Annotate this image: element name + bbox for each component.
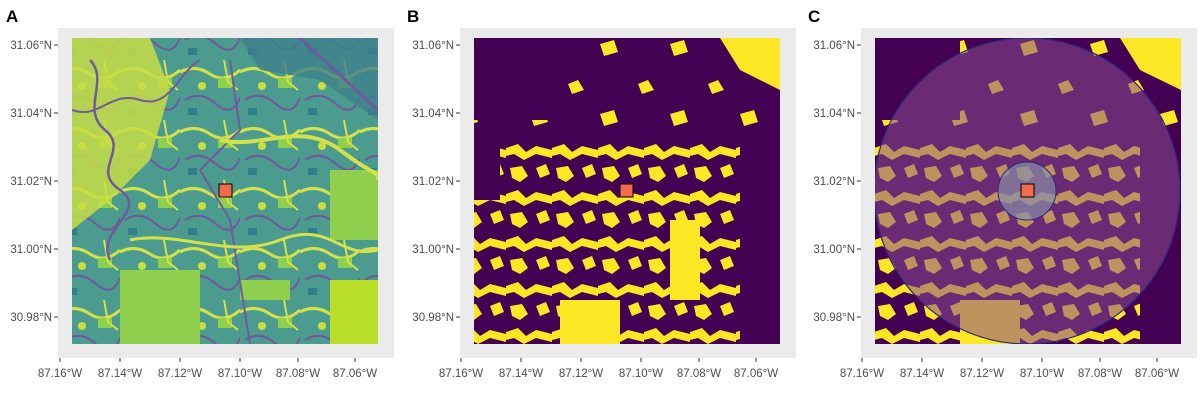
x-axis-a: 87.16°W 87.14°W 87.12°W 87.10°W 87.08°W … <box>38 358 377 380</box>
y-tick-label: 30.98°N <box>412 312 454 324</box>
y-tick-label: 31.00°N <box>813 244 855 256</box>
x-tick-label: 87.10°W <box>218 368 262 380</box>
x-axis-c: 87.16°W 87.14°W 87.12°W 87.10°W 87.08°W … <box>840 358 1179 380</box>
y-tick-label: 31.04°N <box>412 108 454 120</box>
panel-letter-b: B <box>407 7 419 26</box>
y-tick-label: 31.04°N <box>10 108 52 120</box>
x-tick-label: 87.16°W <box>38 368 82 380</box>
panel-c: C 31.06°N 31.04°N 31.02°N 31.00°N 30.98°… <box>808 7 1197 380</box>
x-tick-label: 87.06°W <box>1135 368 1179 380</box>
x-tick-label: 87.10°W <box>1020 368 1064 380</box>
x-tick-label: 87.14°W <box>900 368 944 380</box>
y-tick-label: 31.02°N <box>813 176 855 188</box>
x-axis-b: 87.16°W 87.14°W 87.12°W 87.10°W 87.08°W … <box>439 358 778 380</box>
y-axis-a: 31.06°N 31.04°N 31.02°N 31.00°N 30.98°N <box>10 40 58 324</box>
y-tick-label: 31.02°N <box>10 176 52 188</box>
x-tick-label: 87.14°W <box>98 368 142 380</box>
y-tick-label: 31.00°N <box>10 244 52 256</box>
panel-b: B 31.06°N 31.04°N 31.02°N 31.00°N 30.98°… <box>407 7 796 380</box>
x-tick-label: 87.12°W <box>559 368 603 380</box>
x-tick-label: 87.06°W <box>333 368 377 380</box>
x-tick-label: 87.08°W <box>1078 368 1122 380</box>
site-marker-c <box>1020 183 1035 198</box>
x-tick-label: 87.12°W <box>960 368 1004 380</box>
site-marker-a <box>218 183 233 198</box>
y-tick-label: 31.04°N <box>813 108 855 120</box>
y-tick-label: 31.06°N <box>813 40 855 52</box>
site-marker-b <box>619 183 634 198</box>
y-axis-b: 31.06°N 31.04°N 31.02°N 31.00°N 30.98°N <box>412 40 460 324</box>
panel-letter-a: A <box>6 7 18 26</box>
y-tick-label: 30.98°N <box>10 312 52 324</box>
x-tick-label: 87.16°W <box>840 368 884 380</box>
y-tick-label: 31.00°N <box>412 244 454 256</box>
y-axis-c: 31.06°N 31.04°N 31.02°N 31.00°N 30.98°N <box>813 40 861 324</box>
y-tick-label: 30.98°N <box>813 312 855 324</box>
x-tick-label: 87.12°W <box>158 368 202 380</box>
x-tick-label: 87.16°W <box>439 368 483 380</box>
x-tick-label: 87.14°W <box>499 368 543 380</box>
panel-a: A 31.06°N 31.04°N 31.02°N <box>6 7 394 380</box>
y-tick-label: 31.06°N <box>412 40 454 52</box>
y-tick-label: 31.06°N <box>10 40 52 52</box>
x-tick-label: 87.08°W <box>276 368 320 380</box>
x-tick-label: 87.10°W <box>619 368 663 380</box>
x-tick-label: 87.06°W <box>734 368 778 380</box>
panel-letter-c: C <box>808 7 820 26</box>
y-tick-label: 31.02°N <box>412 176 454 188</box>
x-tick-label: 87.08°W <box>677 368 721 380</box>
panel-b-raster <box>474 38 780 344</box>
